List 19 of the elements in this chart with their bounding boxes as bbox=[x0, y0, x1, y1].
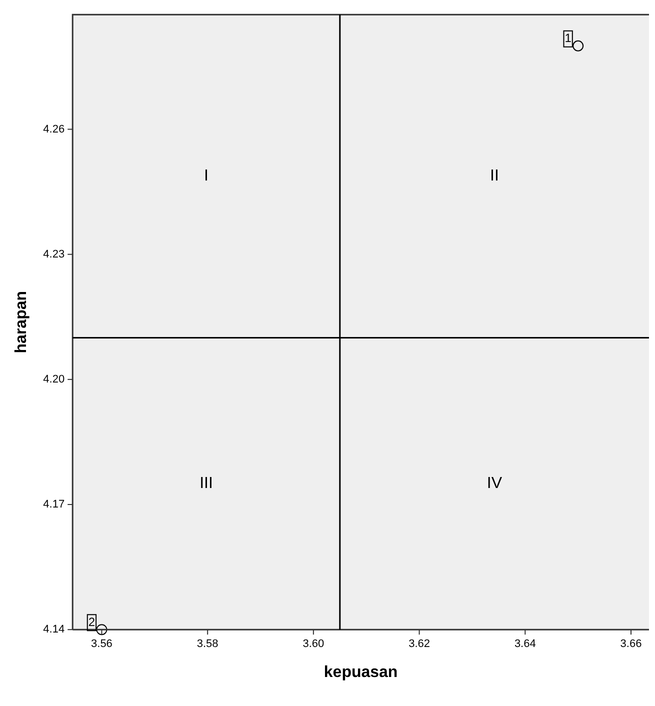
x-tick-label: 3.64 bbox=[514, 638, 536, 650]
annotation: II bbox=[490, 168, 499, 185]
y-tick-label: 4.20 bbox=[43, 373, 65, 386]
x-tick-label: 3.62 bbox=[408, 638, 430, 650]
x-axis-title: kepuasan bbox=[324, 664, 398, 681]
x-tick-label: 3.66 bbox=[620, 638, 642, 650]
x-tick-label: 3.58 bbox=[196, 638, 218, 650]
y-tick-label: 4.26 bbox=[43, 123, 65, 136]
annotation: 2 bbox=[88, 614, 96, 629]
annotation: IV bbox=[486, 475, 502, 492]
y-tick-label: 4.17 bbox=[43, 498, 65, 511]
x-tick-label: 3.56 bbox=[91, 638, 112, 650]
y-axis-title: harapan bbox=[13, 290, 30, 354]
y-tick-label: 4.14 bbox=[43, 624, 65, 636]
x-tick-label: 3.60 bbox=[302, 638, 324, 650]
y-tick-label: 4.23 bbox=[43, 248, 65, 260]
annotation: 1 bbox=[564, 31, 572, 46]
annotation: III bbox=[200, 475, 213, 492]
annotation: I bbox=[204, 168, 208, 185]
